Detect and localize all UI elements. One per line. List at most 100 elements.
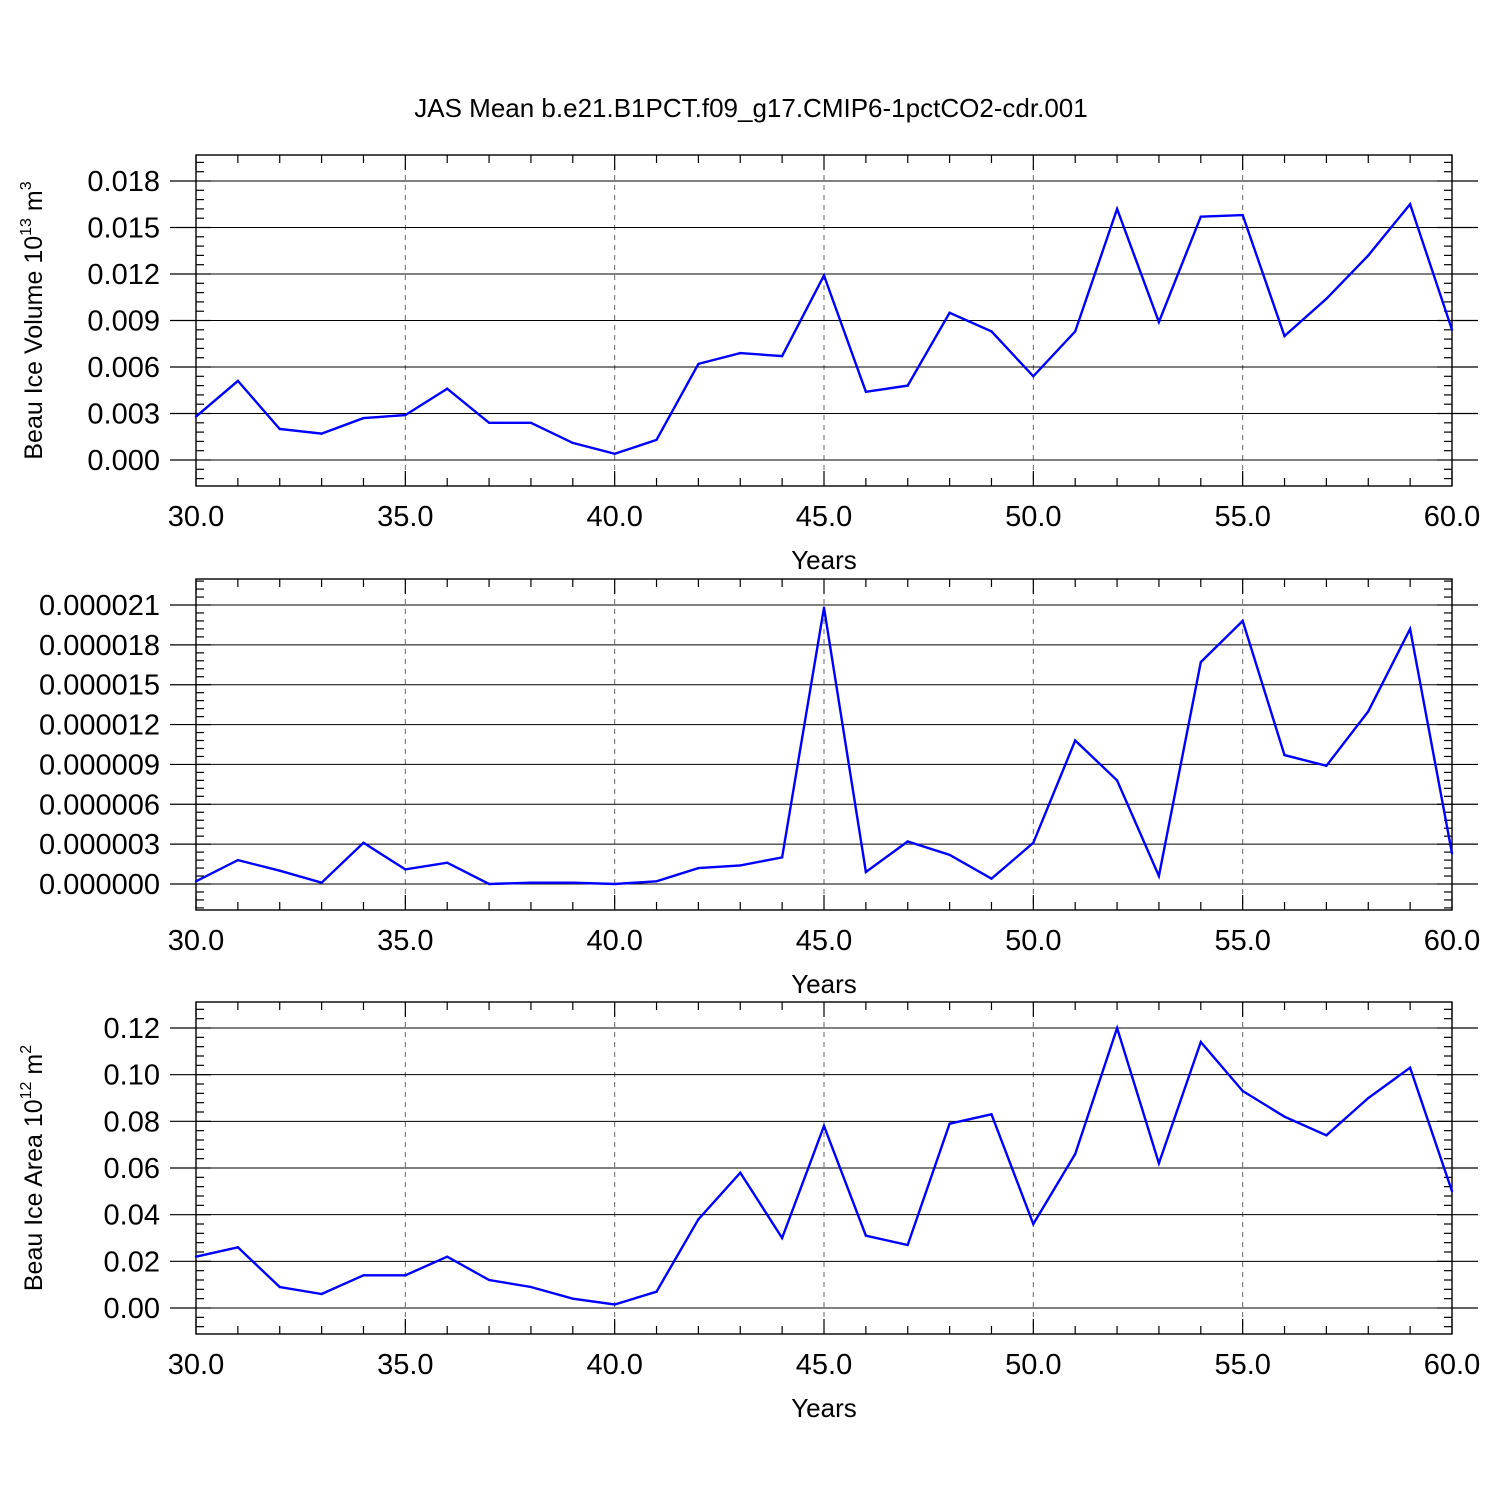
data-point (739, 351, 742, 355)
y-tick-label: 0.000009 (39, 749, 160, 781)
y-tick-label: 0.10 (104, 1060, 160, 1092)
data-point (655, 1290, 658, 1293)
y-tick-label: 0.012 (87, 259, 160, 291)
data-point (320, 881, 323, 884)
data-point (780, 1236, 784, 1240)
y-axis-label: Beau Ice Area 1012 m2 (18, 1045, 48, 1291)
x-tick-label: 45.0 (796, 1349, 852, 1381)
data-point (1157, 320, 1161, 324)
x-tick-label: 45.0 (796, 501, 852, 533)
x-tick-label: 45.0 (796, 925, 852, 957)
data-point (1450, 1190, 1454, 1193)
x-tick-label: 50.0 (1005, 501, 1061, 533)
data-point (1241, 619, 1244, 623)
y-tick-label: 0.08 (104, 1106, 160, 1138)
y-tick-label: 0.000006 (39, 789, 160, 821)
y-tick-label: 0.12 (104, 1013, 160, 1045)
data-point (320, 1292, 323, 1296)
y-tick-label: 0.06 (104, 1153, 160, 1185)
data-point (1408, 627, 1412, 631)
data-point (739, 864, 742, 867)
data-point (1157, 1162, 1161, 1165)
data-point (1367, 1096, 1370, 1100)
data-point (278, 1285, 281, 1289)
data-point (1032, 841, 1035, 845)
y-tick-label: 0.003 (87, 399, 160, 431)
x-tick-label: 50.0 (1005, 1349, 1061, 1381)
x-tick-label: 30.0 (168, 1349, 224, 1381)
data-point (320, 432, 323, 435)
chart-title: JAS Mean b.e21.B1PCT.f09_g17.CMIP6-1pctC… (414, 93, 1087, 123)
data-point (236, 379, 240, 383)
x-tick-label: 40.0 (586, 925, 642, 957)
data-point (1115, 779, 1119, 782)
data-point (1115, 1026, 1119, 1030)
data-point (864, 1234, 868, 1237)
data-point (697, 866, 700, 870)
y-tick-label: 0.009 (87, 306, 160, 338)
x-tick-label: 30.0 (168, 925, 224, 957)
x-tick-label: 40.0 (586, 1349, 642, 1381)
panel-ice-thickness-middle: 0.000000 0.000003 0.000006 0.000009 0.000012… (39, 578, 1480, 999)
data-point (362, 1274, 365, 1277)
data-point (822, 274, 826, 277)
x-tick-label: 55.0 (1214, 1349, 1270, 1381)
data-point (1199, 660, 1203, 664)
data-point (529, 421, 533, 424)
data-point (236, 858, 240, 862)
data-point (1450, 852, 1454, 855)
data-point (1325, 1134, 1328, 1137)
data-point (1325, 764, 1328, 767)
x-tick-label: 35.0 (377, 925, 433, 957)
y-tick-label: 0.000018 (39, 630, 160, 662)
y-tick-label: 0.000003 (39, 829, 160, 861)
data-point (697, 362, 700, 366)
data-point (278, 427, 281, 431)
y-tick-label: 0.00 (104, 1293, 160, 1325)
data-point (404, 1274, 407, 1277)
data-point (1115, 207, 1119, 211)
panel-ice-area: 0.00 0.02 0.04 0.06 0.08 0.10 0.12 30.0 35.0 40.0… (18, 1001, 1480, 1423)
data-point (446, 1255, 449, 1258)
data-point (613, 1303, 616, 1306)
data-point (529, 881, 533, 884)
data-point (906, 840, 909, 843)
data-point (362, 841, 365, 845)
x-tick-label: 60.0 (1424, 501, 1480, 533)
data-point (655, 880, 658, 883)
data-point (571, 441, 574, 445)
data-point (822, 1124, 826, 1128)
data-point (1367, 710, 1370, 713)
x-axis-label: Years (791, 969, 857, 999)
data-point (864, 390, 868, 393)
data-point (1241, 213, 1244, 217)
data-point (278, 869, 281, 872)
data-point (1283, 753, 1286, 757)
data-point (948, 311, 951, 314)
y-tick-label: 0.000015 (39, 670, 160, 702)
data-point (487, 421, 491, 424)
data-point (1325, 297, 1328, 300)
y-tick-label: 0.018 (87, 166, 160, 198)
data-point (1408, 1066, 1412, 1069)
data-point (655, 438, 658, 442)
data-point (236, 1246, 240, 1249)
data-point (1450, 328, 1454, 331)
data-point (404, 868, 407, 871)
data-point (529, 1285, 533, 1289)
data-point (1157, 874, 1161, 878)
y-tick-label: 0.000000 (39, 869, 160, 901)
data-point (1074, 739, 1077, 742)
data-point (571, 1297, 574, 1300)
data-point (906, 384, 909, 387)
data-point (362, 416, 365, 420)
y-tick-label: 0.000012 (39, 710, 160, 742)
x-tick-label: 60.0 (1424, 925, 1480, 957)
data-point (990, 330, 993, 333)
x-tick-label: 55.0 (1214, 925, 1270, 957)
data-point (1032, 375, 1035, 378)
data-point (404, 413, 407, 417)
data-point (194, 415, 198, 418)
data-point (446, 387, 449, 390)
data-point (864, 870, 868, 874)
